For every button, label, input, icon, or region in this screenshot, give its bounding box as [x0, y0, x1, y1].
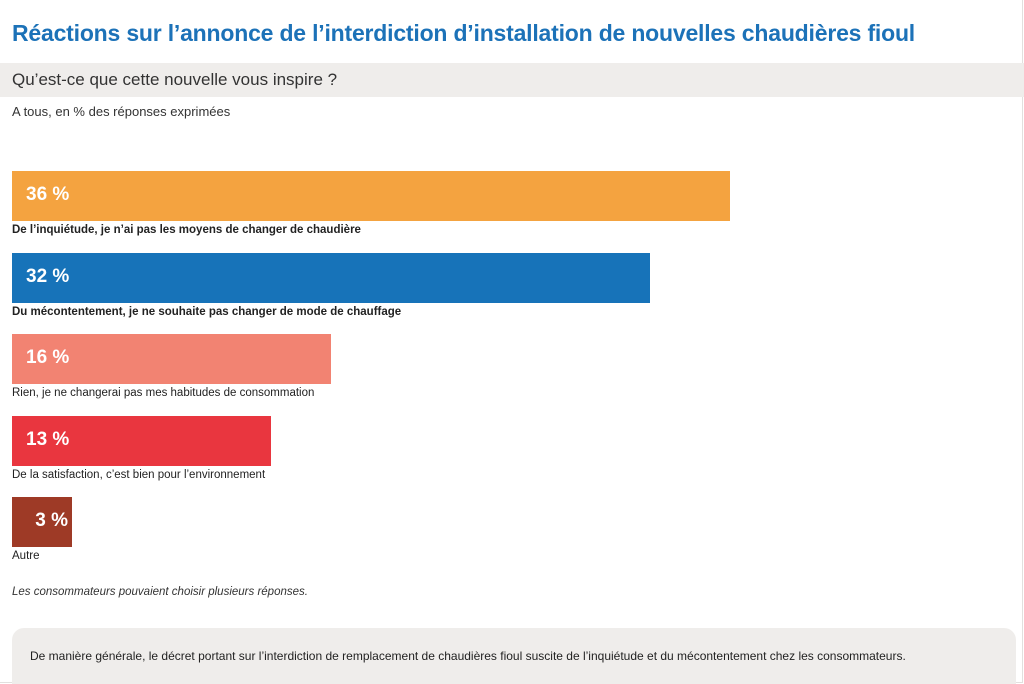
- bar-value-label: 16 %: [26, 347, 70, 368]
- question-band: Qu’est-ce que cette nouvelle vous inspir…: [0, 63, 1024, 97]
- footnote: Les consommateurs pouvaient choisir plus…: [12, 586, 308, 598]
- bar-category-label: Du mécontentement, je ne souhaite pas ch…: [12, 306, 402, 318]
- bar-2: 32 %: [12, 253, 650, 303]
- bar-5: 3 %: [12, 497, 72, 547]
- bar-category-label: Rien, je ne changerai pas mes habitudes …: [12, 387, 315, 399]
- bar-3: 16 %: [12, 334, 331, 384]
- bar-value-label: 13 %: [26, 429, 70, 450]
- bar-value-label: 36 %: [26, 184, 70, 205]
- bar-1: 36 %: [12, 171, 730, 221]
- bar-value-label: 32 %: [26, 266, 70, 287]
- chart-title: Réactions sur l’annonce de l’interdictio…: [12, 20, 915, 46]
- bar-category-label: De la satisfaction, c’est bien pour l’en…: [12, 469, 266, 481]
- chart-subtitle: A tous, en % des réponses exprimées: [12, 104, 231, 119]
- conclusion-text: De manière générale, le décret portant s…: [30, 649, 906, 663]
- conclusion-box: De manière générale, le décret portant s…: [12, 628, 1016, 684]
- bar-category-label: Autre: [12, 550, 40, 562]
- question-text: Qu’est-ce que cette nouvelle vous inspir…: [12, 70, 338, 89]
- bar-value-label: 3 %: [35, 510, 68, 531]
- bar-category-label: De l’inquiétude, je n’ai pas les moyens …: [12, 224, 361, 236]
- bar-4: 13 %: [12, 416, 271, 466]
